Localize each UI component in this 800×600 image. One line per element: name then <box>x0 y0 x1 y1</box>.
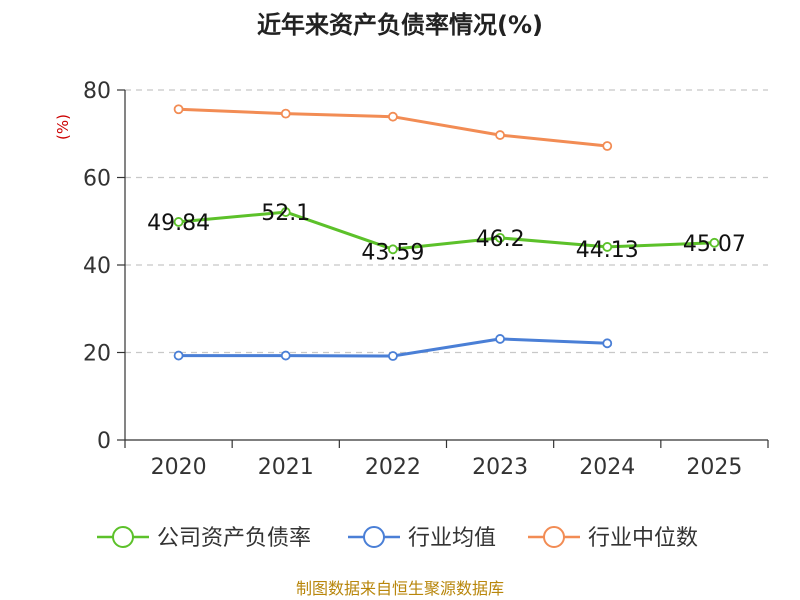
data-point <box>495 130 505 140</box>
data-point <box>388 111 398 122</box>
y-axis-unit: (%) <box>54 114 72 140</box>
data-point <box>388 351 398 361</box>
legend-label: 公司资产负债率 <box>157 526 311 551</box>
legend-label: 行业均值 <box>408 526 496 551</box>
legend-marker <box>363 526 385 548</box>
data-point <box>602 338 613 349</box>
gridlines <box>125 89 768 354</box>
data-point <box>280 350 291 361</box>
data-point <box>173 350 184 361</box>
series-line <box>177 210 716 251</box>
data-point <box>173 217 184 227</box>
legend-marker <box>112 526 134 548</box>
data-label: 49.84 <box>147 211 210 236</box>
data-point <box>602 242 613 252</box>
x-tick-label: 2022 <box>365 455 421 480</box>
source-note: 制图数据来自恒生聚源数据库 <box>296 579 504 598</box>
x-tick-label: 2023 <box>472 455 528 480</box>
data-point <box>709 237 720 248</box>
legend-marker <box>543 526 565 548</box>
data-point <box>280 108 291 119</box>
data-point <box>495 232 505 243</box>
data-label: 52.1 <box>261 201 310 226</box>
x-tick-label: 2021 <box>258 455 314 480</box>
data-label: 45.07 <box>683 232 746 257</box>
data-point <box>602 141 613 151</box>
legend: 公司资产负债率 行业均值 行业中位数 <box>97 526 698 551</box>
data-point <box>388 244 398 255</box>
data-point <box>173 104 184 115</box>
y-tick-label: 60 <box>83 167 111 192</box>
axes: 0 20 40 60 80 2020 2021 2022 2023 2024 2025 <box>83 79 769 480</box>
data-label: 44.13 <box>576 238 639 263</box>
y-tick-label: 20 <box>83 342 111 367</box>
x-tick-label: 2024 <box>579 455 635 480</box>
data-point <box>280 207 291 217</box>
data-labels: 49.84 52.1 43.59 46.2 44.13 45.07 <box>147 201 746 265</box>
y-tick-label: 80 <box>83 79 111 104</box>
y-tick-label: 40 <box>83 254 111 279</box>
y-tick-label: 0 <box>97 429 111 454</box>
chart-title: 近年来资产负债率情况(%) <box>257 11 543 39</box>
data-point <box>495 334 505 344</box>
data-label: 46.2 <box>476 227 525 252</box>
series-lines <box>173 104 720 361</box>
x-tick-label: 2020 <box>151 455 207 480</box>
legend-label: 行业中位数 <box>588 526 698 551</box>
x-tick-label: 2025 <box>686 455 742 480</box>
data-label: 43.59 <box>361 240 424 265</box>
